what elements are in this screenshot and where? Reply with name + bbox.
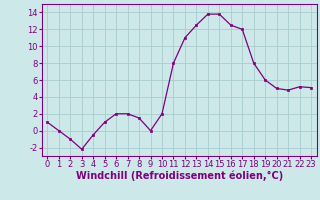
X-axis label: Windchill (Refroidissement éolien,°C): Windchill (Refroidissement éolien,°C) [76,171,283,181]
